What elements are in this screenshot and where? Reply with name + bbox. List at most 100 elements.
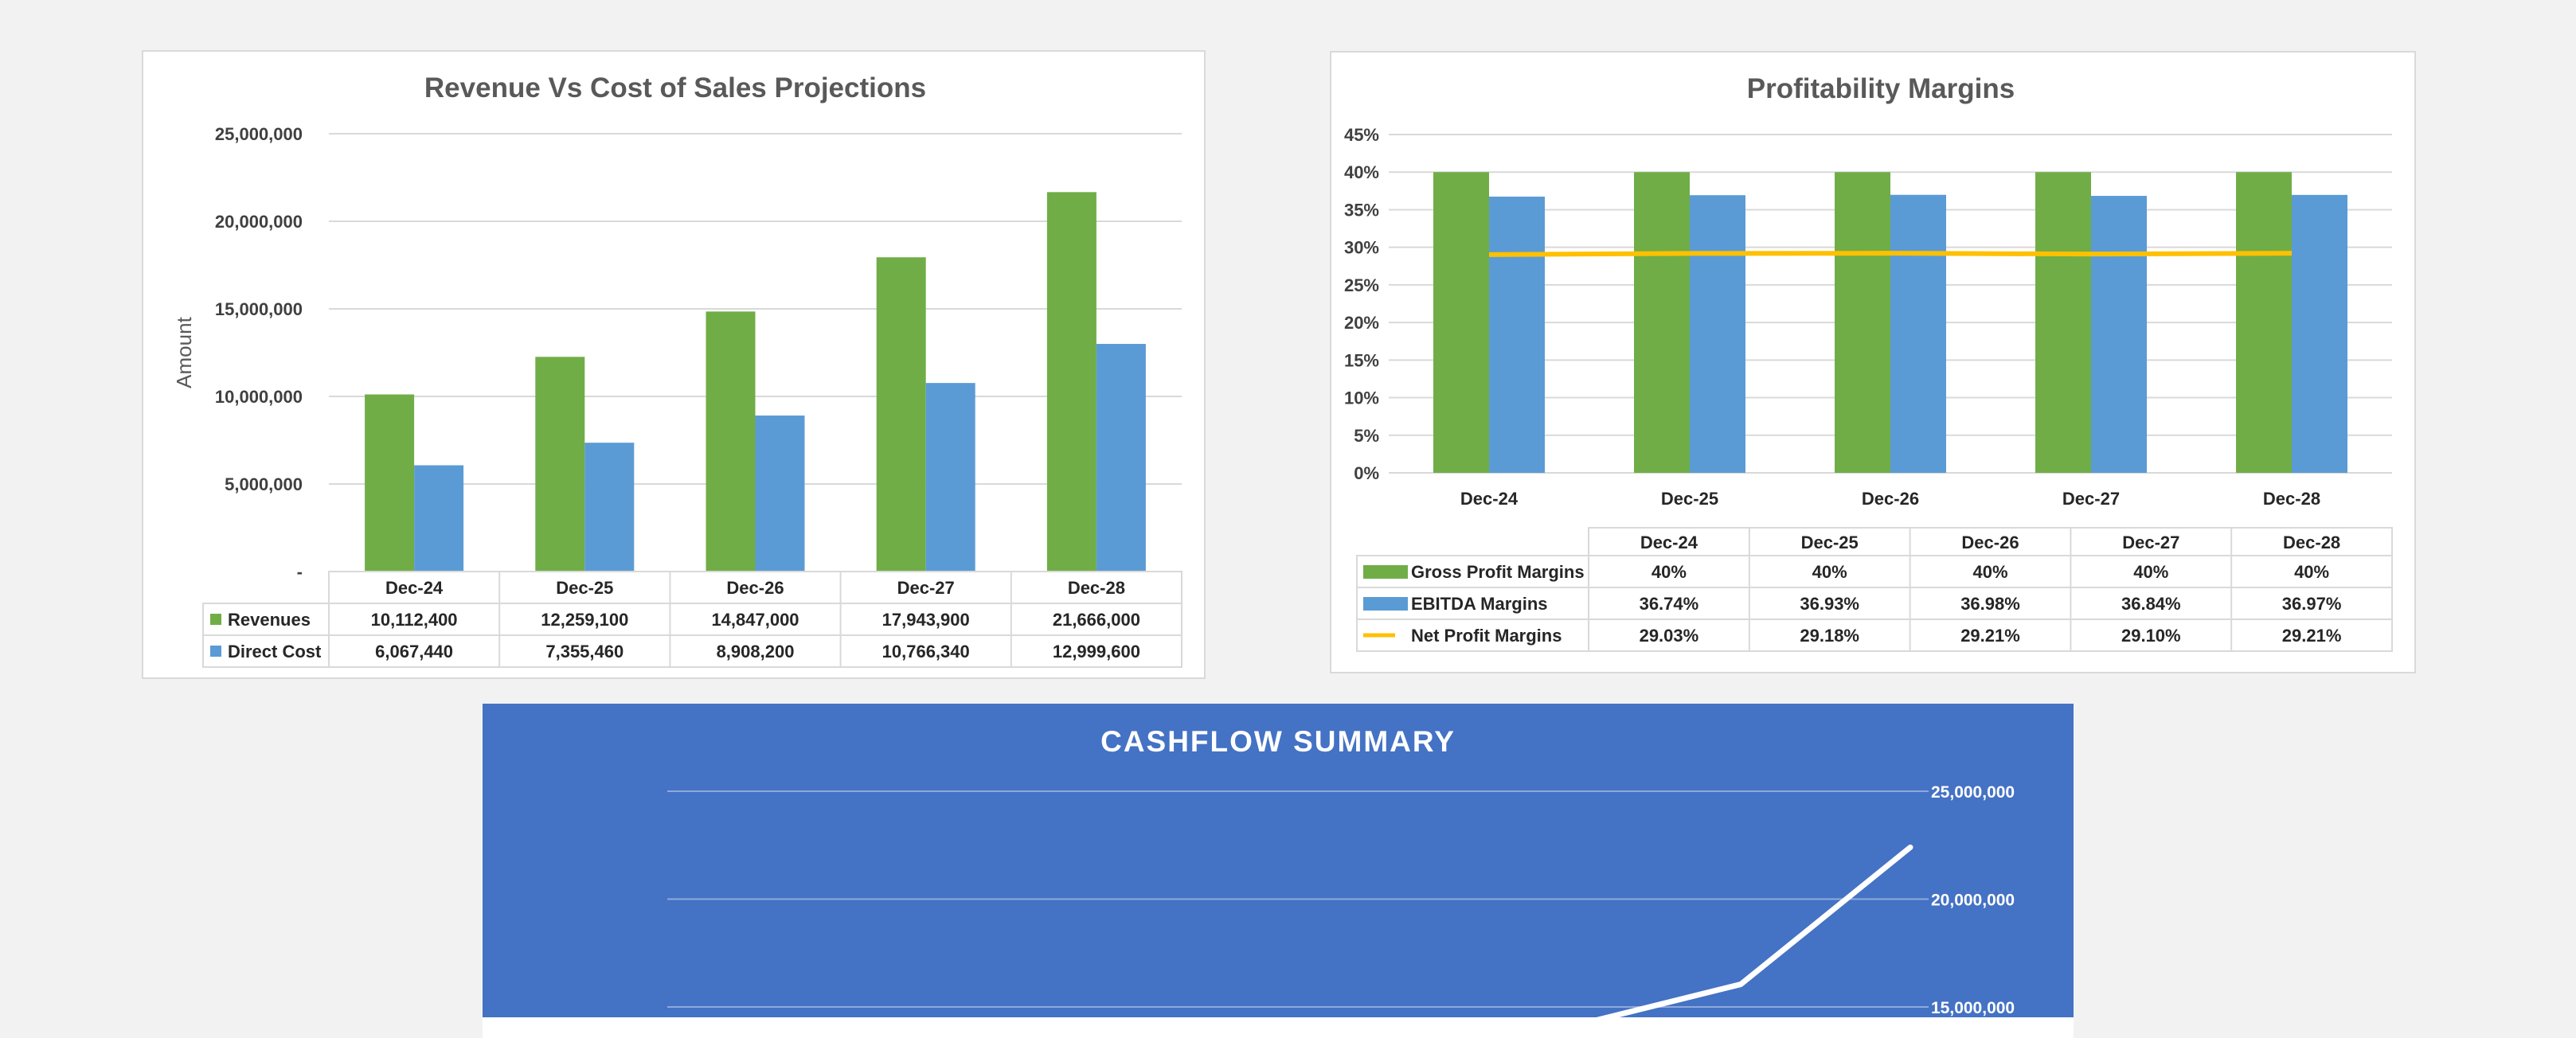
cashflow-chart-svg: CASHFLOW SUMMARY 15,000,000 20,000,000 25,0… [483,704,2074,1017]
x-tick-label: Dec-24 [1460,489,1519,509]
bar-gross-profit-margins [1634,172,1690,473]
legend-label: Gross Profit Margins [1411,562,1585,582]
y-tick-label: 30% [1344,238,1379,258]
y-tick-label: 10,000,000 [215,387,303,407]
y-tick-label: 20,000,000 [215,212,303,232]
bar-revenues [535,357,585,572]
table-cell: 21,666,000 [1053,610,1140,630]
table-cell: 7,355,460 [545,642,623,661]
x-tick-label: Dec-25 [1661,489,1718,509]
chart-title: Revenue Vs Cost of Sales Projections [424,72,926,103]
revenue-chart-svg: Revenue Vs Cost of Sales Projections - 5,0… [172,72,1182,668]
table-cell: 6,067,440 [375,642,453,661]
cashflow-line [1596,844,1913,1017]
legend-label: EBITDA Margins [1411,594,1548,614]
y-tick-label: 20,000,000 [1931,892,2015,910]
table-cell: 12,259,100 [541,610,628,630]
y-tick-label: 35% [1344,200,1379,220]
legend-label: Net Profit Margins [1411,626,1562,646]
y-tick-label: 15,000,000 [1931,999,2015,1017]
cashflow-background [483,704,2074,1017]
bar-gross-profit-margins [2236,172,2292,473]
legend-label: Direct Cost [228,642,322,661]
line-net-profit-margins [1488,251,2293,257]
table-cell: 8,908,200 [717,642,795,661]
table-cell: 10,112,400 [371,610,458,630]
y-tick-label: 5,000,000 [225,474,303,494]
x-tick-label: Dec-26 [1862,489,1919,509]
table-cell: 36.74% [1640,594,1699,614]
revenue-vs-cost-chart: Revenue Vs Cost of Sales Projections - 5,0… [142,50,1206,679]
table-cell: 36.84% [2121,594,2181,614]
bar-revenues [706,311,756,572]
table-cell: 12,999,600 [1053,642,1140,661]
bar-ebitda-margins [1690,195,1745,473]
legend-key [1363,565,1408,579]
table-header: Dec-27 [2122,533,2179,552]
cashflow-summary-chart: CASHFLOW SUMMARY 15,000,000 20,000,000 25,0… [483,704,2074,1038]
y-tick-label: 0% [1354,463,1379,483]
table-cell: 14,847,000 [711,610,799,630]
table-cell: 29.10% [2121,626,2181,646]
bar-gross-profit-margins [1433,172,1489,473]
table-cell: 36.97% [2282,594,2342,614]
bar-revenues [876,257,926,572]
chart-title: Profitability Margins [1747,73,2015,104]
y-tick-label: 10% [1344,388,1379,408]
bar-ebitda-margins [1489,197,1545,473]
table-cell: 29.21% [1960,626,2020,646]
table-cell: 40% [2294,562,2329,582]
y-tick-label: 25% [1344,275,1379,295]
x-tick-label: Dec-26 [726,578,784,598]
bar-ebitda-margins [2091,196,2147,474]
table-cell: 10,766,340 [882,642,970,661]
profitability-margins-chart: Profitability Margins 0% 5% 10% 15% 20% 25% 30%… [1330,51,2416,673]
table-cell: 40% [1652,562,1687,582]
bar-gross-profit-margins [2035,172,2091,473]
bar-revenues [365,394,415,572]
legend-key [1363,597,1408,611]
y-tick-label: 40% [1344,162,1379,182]
legend-label: Revenues [228,610,311,630]
x-tick-label: Dec-25 [556,578,613,598]
chart-title: CASHFLOW SUMMARY [1100,725,1456,758]
table-cell: 29.03% [1640,626,1699,646]
x-tick-label: Dec-27 [2062,489,2120,509]
x-tick-label: Dec-28 [2263,489,2320,509]
bar-ebitda-margins [2292,194,2347,474]
y-tick-label: 5% [1354,426,1379,446]
table-cell: 36.93% [1800,594,1859,614]
x-tick-label: Dec-28 [1068,578,1125,598]
bar-direct-cost [414,465,464,572]
table-header: Dec-26 [1961,533,2019,552]
y-tick-label: 45% [1344,125,1379,145]
x-tick-label: Dec-24 [385,578,444,598]
legend-key [210,614,221,625]
bar-direct-cost [925,383,975,572]
table-cell: 29.21% [2282,626,2342,646]
table-header: Dec-25 [1801,533,1859,552]
table-cell: 40% [2133,562,2168,582]
y-tick-label: - [297,562,303,582]
bar-direct-cost [755,416,805,572]
bar-direct-cost [1096,344,1146,572]
table-cell: 17,943,900 [882,610,970,630]
table-cell: 40% [1812,562,1847,582]
table-cell: 40% [1972,562,2007,582]
y-tick-label: 20% [1344,313,1379,333]
bar-ebitda-margins [1890,194,1946,473]
x-tick-label: Dec-27 [897,578,955,598]
table-header: Dec-24 [1640,533,1698,552]
y-tick-label: 25,000,000 [215,124,303,144]
bar-gross-profit-margins [1835,172,1890,473]
bar-revenues [1046,192,1096,572]
table-cell: 29.18% [1800,626,1859,646]
table-header: Dec-28 [2283,533,2340,552]
y-tick-label: 25,000,000 [1931,783,2015,802]
y-tick-label: 15,000,000 [215,299,303,319]
bar-direct-cost [584,443,635,572]
margins-chart-svg: Profitability Margins 0% 5% 10% 15% 20% 25% 30%… [1344,73,2393,652]
table-legend-border [1356,555,1589,652]
y-axis-title: Amount [172,316,196,388]
y-tick-label: 15% [1344,350,1379,370]
